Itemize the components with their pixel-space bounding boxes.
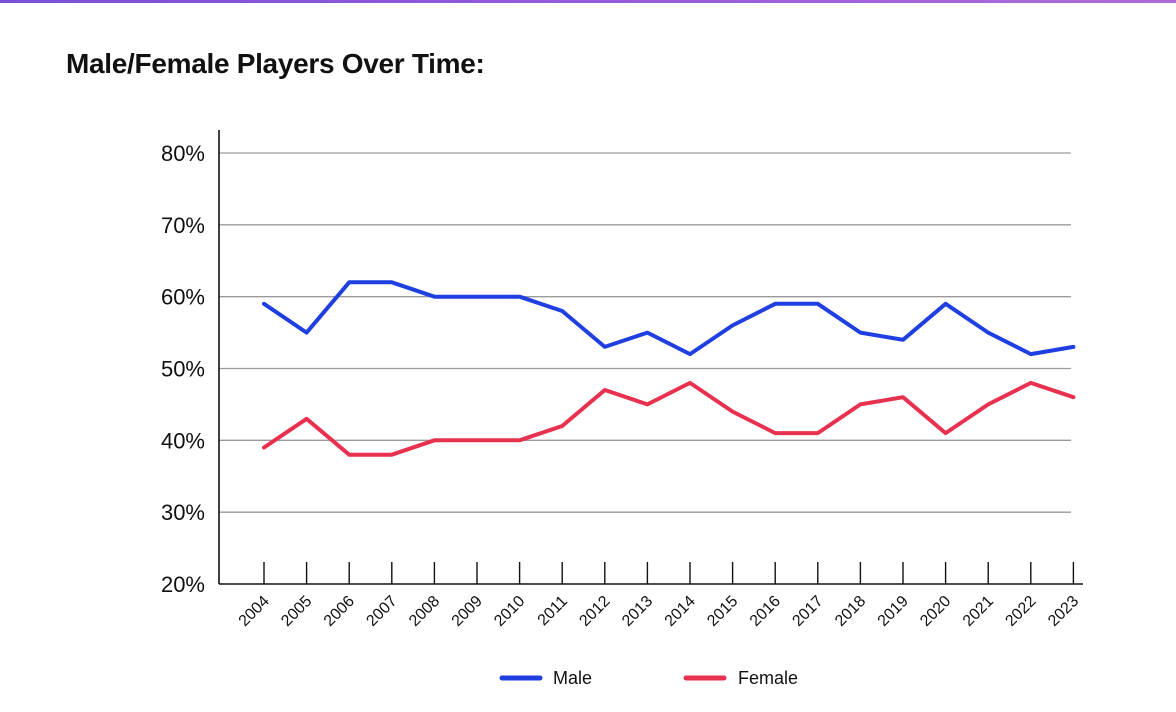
y-tick-label: 40% xyxy=(161,428,205,453)
x-tick-label: 2004 xyxy=(236,593,273,630)
x-tick-label: 2012 xyxy=(576,593,613,630)
x-tick-label: 2016 xyxy=(747,593,784,630)
x-tick-label: 2007 xyxy=(363,593,400,630)
x-tick-label: 2020 xyxy=(917,593,954,630)
axes xyxy=(218,130,1083,585)
y-tick-label: 30% xyxy=(161,500,205,525)
top-accent-bar xyxy=(0,0,1176,3)
x-tick-label: 2009 xyxy=(449,593,486,630)
grid-lines xyxy=(219,152,1071,513)
y-tick-label: 60% xyxy=(161,285,205,310)
y-tick-label: 20% xyxy=(161,572,205,597)
x-tick-label: 2018 xyxy=(832,593,869,630)
y-tick-labels: 20% 30% 40% 50% 60% 70% 80% xyxy=(161,141,205,597)
x-tick-label: 2013 xyxy=(619,593,656,630)
series-lines xyxy=(262,280,1076,457)
series-line-male xyxy=(262,280,1076,357)
x-tick-label: 2006 xyxy=(321,593,358,630)
x-tick-label: 2011 xyxy=(535,593,571,629)
x-tick-labels: 2004 2005 2006 2007 2008 2009 2010 2011 2012 2013… xyxy=(236,593,1083,630)
x-tick-label: 2008 xyxy=(406,593,443,630)
x-tick-label: 2010 xyxy=(491,593,528,630)
x-tick-label: 2022 xyxy=(1002,593,1039,630)
x-tick-label: 2023 xyxy=(1045,593,1082,630)
series-line-female xyxy=(262,380,1076,457)
y-tick-label: 50% xyxy=(161,357,205,382)
x-tick-label: 2005 xyxy=(278,593,315,630)
legend-label-male: Male xyxy=(553,668,592,688)
x-tick-label: 2017 xyxy=(789,593,826,630)
legend: Male Female xyxy=(499,668,798,688)
x-tick-label: 2014 xyxy=(662,593,699,630)
legend-label-female: Female xyxy=(738,668,798,688)
page-title: Male/Female Players Over Time: xyxy=(66,48,485,79)
x-tick-label: 2021 xyxy=(960,593,997,630)
y-tick-label: 70% xyxy=(161,213,205,238)
y-tick-label: 80% xyxy=(161,141,205,166)
x-tick-label: 2019 xyxy=(875,593,912,630)
x-tick-label: 2015 xyxy=(704,593,741,630)
